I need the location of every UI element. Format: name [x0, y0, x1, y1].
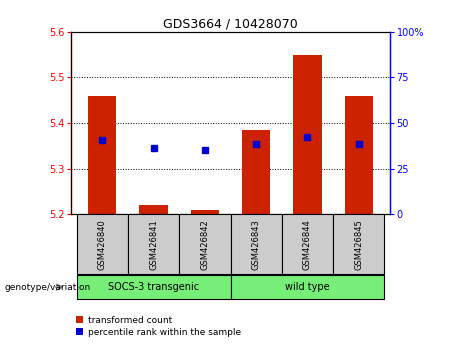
Bar: [128, 214, 179, 274]
Bar: [293, 55, 322, 214]
Bar: [139, 205, 168, 214]
Text: SOCS-3 transgenic: SOCS-3 transgenic: [108, 282, 199, 292]
Text: GSM426841: GSM426841: [149, 219, 158, 270]
Text: GSM426844: GSM426844: [303, 219, 312, 270]
Bar: [230, 214, 282, 274]
Bar: [77, 275, 230, 299]
Bar: [191, 210, 219, 214]
Legend: transformed count, percentile rank within the sample: transformed count, percentile rank withi…: [76, 316, 241, 337]
Text: GSM426843: GSM426843: [252, 219, 260, 270]
Bar: [345, 96, 373, 214]
Text: GSM426840: GSM426840: [98, 219, 107, 270]
Bar: [333, 214, 384, 274]
Text: genotype/variation: genotype/variation: [5, 282, 91, 292]
Bar: [88, 96, 116, 214]
Bar: [179, 214, 230, 274]
Bar: [242, 130, 270, 214]
Bar: [230, 275, 384, 299]
Text: wild type: wild type: [285, 282, 330, 292]
Text: GSM426842: GSM426842: [201, 219, 209, 270]
Bar: [282, 214, 333, 274]
Title: GDS3664 / 10428070: GDS3664 / 10428070: [163, 18, 298, 31]
Bar: [77, 214, 128, 274]
Text: GSM426845: GSM426845: [354, 219, 363, 270]
